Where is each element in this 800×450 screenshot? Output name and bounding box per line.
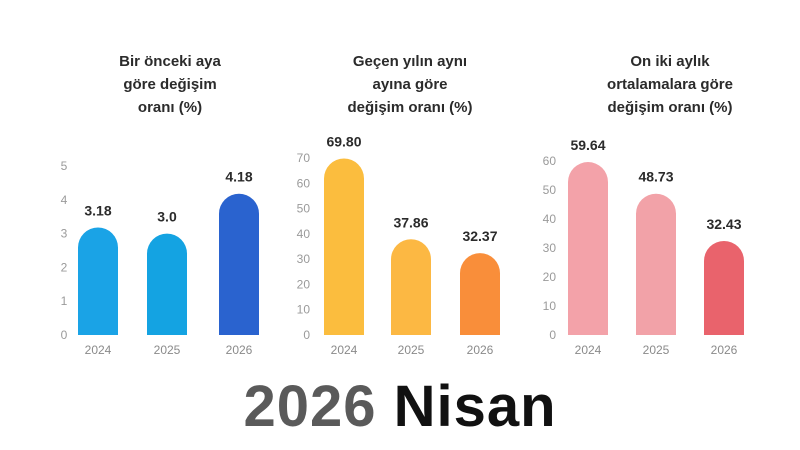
chart-2-value-label: 69.80 <box>326 134 361 150</box>
chart-2-xtick: 2026 <box>467 343 494 357</box>
chart-3-xtick: 2025 <box>643 343 670 357</box>
chart-3-xtick: 2026 <box>711 343 738 357</box>
chart-2-ytick: 20 <box>297 277 311 291</box>
chart-3-bar <box>636 193 676 335</box>
chart-2-ytick: 60 <box>297 176 311 190</box>
chart-3-bar <box>568 162 608 335</box>
chart-2-title: Geçen yılın aynı ayına göre değişim oran… <box>347 53 473 116</box>
chart-3-value-label: 32.43 <box>706 216 741 232</box>
chart-1-xtick: 2025 <box>154 343 181 357</box>
chart-2-bar <box>324 158 364 335</box>
chart-1-ytick: 5 <box>61 159 68 173</box>
chart-2-xtick: 2024 <box>331 343 358 357</box>
chart-3-xtick: 2024 <box>575 343 602 357</box>
chart-1-value-label: 3.18 <box>84 203 111 219</box>
chart-3-value-label: 59.64 <box>570 137 605 153</box>
chart-2-ytick: 70 <box>297 151 311 165</box>
chart-3-ytick: 20 <box>543 270 557 284</box>
chart-1-bar <box>78 227 118 335</box>
chart-1-ytick: 2 <box>61 260 68 274</box>
chart-1-bar <box>219 193 259 335</box>
chart-2-ytick: 30 <box>297 252 311 266</box>
chart-3-ytick: 30 <box>543 241 557 255</box>
chart-3-ytick: 50 <box>543 183 557 197</box>
chart-3-ytick: 10 <box>543 299 557 313</box>
footer-month: Nisan <box>393 374 557 439</box>
footer-title: 2026 Nisan <box>0 372 800 442</box>
chart-1-ytick: 0 <box>61 328 68 342</box>
footer-year: 2026 <box>243 374 377 439</box>
chart-3-ytick: 60 <box>543 154 557 168</box>
chart-1-xtick: 2026 <box>226 343 253 357</box>
chart-2-ytick: 0 <box>303 328 310 342</box>
chart-3-title: On iki aylık ortalamalara göre değişim o… <box>607 53 733 116</box>
chart-1-ytick: 3 <box>61 227 68 241</box>
chart-2-value-label: 32.37 <box>462 228 497 244</box>
chart-1-bar <box>147 233 187 335</box>
chart-1-ytick: 4 <box>61 193 68 207</box>
chart-1-ytick: 1 <box>61 294 68 308</box>
chart-3-value-label: 48.73 <box>638 169 673 185</box>
chart-1-value-label: 4.18 <box>225 169 252 185</box>
chart-2-ytick: 50 <box>297 202 311 216</box>
chart-2-ytick: 40 <box>297 227 311 241</box>
chart-3-ytick: 40 <box>543 212 557 226</box>
chart-1-value-label: 3.0 <box>157 209 177 225</box>
chart-2-bar <box>460 253 500 335</box>
chart-1-xtick: 2024 <box>85 343 112 357</box>
chart-3-ytick: 0 <box>549 328 556 342</box>
chart-2-bar <box>391 239 431 335</box>
chart-1-title: Bir önceki aya göre değişim oranı (%) <box>119 53 221 116</box>
chart-3-bar <box>704 240 744 335</box>
chart-2-value-label: 37.86 <box>393 214 428 230</box>
chart-2-ytick: 10 <box>297 303 311 317</box>
chart-2-xtick: 2025 <box>398 343 425 357</box>
